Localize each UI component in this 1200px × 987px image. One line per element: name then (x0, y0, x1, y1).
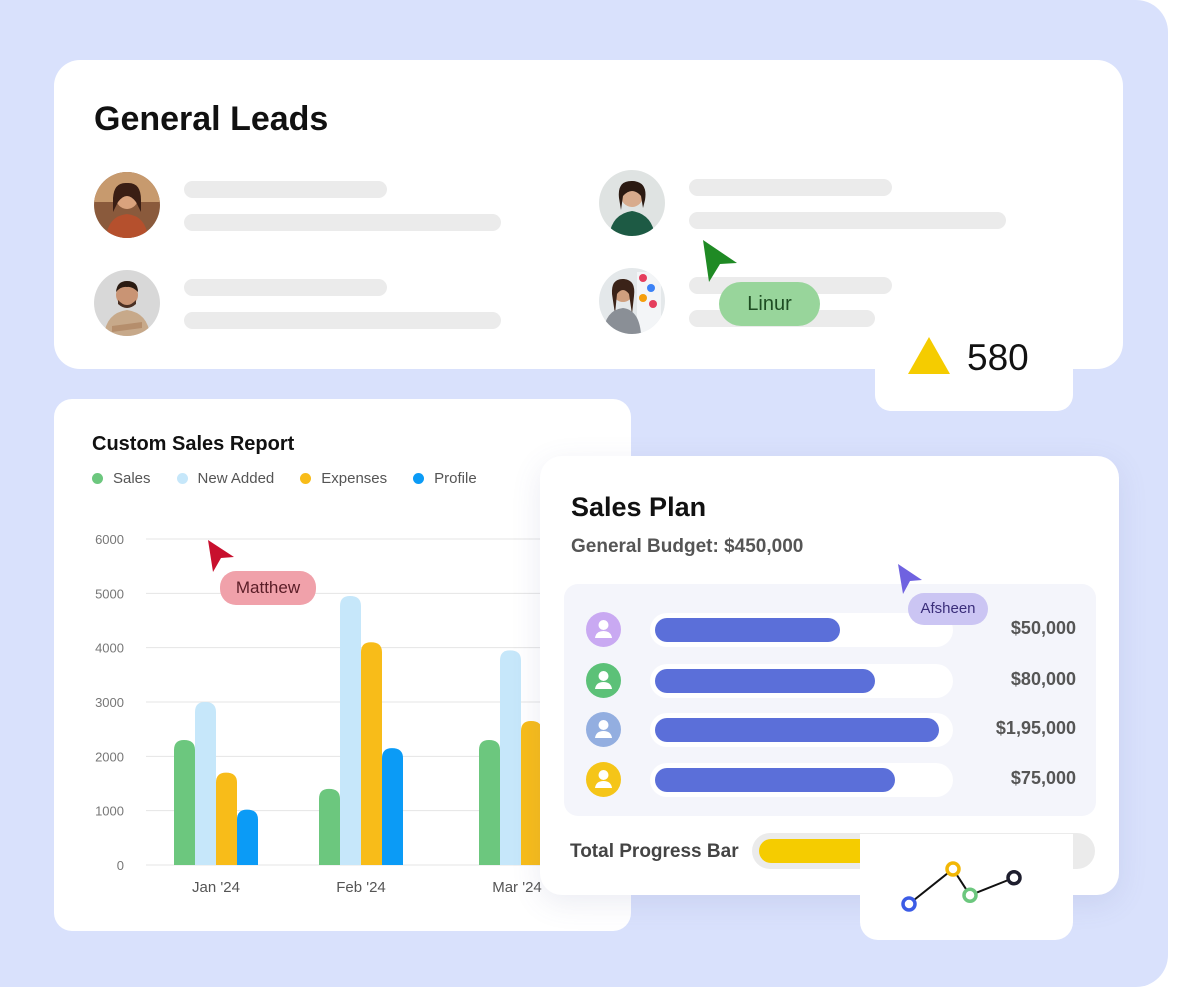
bar-new-added[interactable] (195, 702, 216, 865)
budget-list: $50,000 $80,000 $1,95,000 $75,000 (564, 584, 1096, 816)
stat-card: 580 (875, 323, 1073, 411)
cursor-pointer-icon (208, 540, 234, 572)
budget-row[interactable]: $80,000 (564, 661, 1096, 701)
lead-item[interactable] (94, 270, 514, 340)
user-icon (586, 762, 621, 797)
bar-expenses[interactable] (361, 642, 382, 865)
budget-progress-fill (655, 618, 840, 642)
legend-label: Expenses (321, 470, 388, 487)
mini-chart-line (908, 867, 1015, 905)
legend-item-sales[interactable]: Sales (92, 470, 151, 487)
lead-name-placeholder (184, 279, 387, 296)
legend-item-new-added[interactable]: New Added (176, 470, 275, 487)
budget-row[interactable]: $50,000 (564, 610, 1096, 650)
cursor-label-afsheen: Afsheen (908, 593, 988, 625)
general-leads-card: General Leads (54, 60, 1123, 369)
bar-new-added[interactable] (340, 596, 361, 865)
lead-name-placeholder (689, 179, 892, 196)
legend-item-expenses[interactable]: Expenses (300, 470, 387, 487)
lead-detail-placeholder (689, 212, 1006, 229)
bar-expenses[interactable] (216, 772, 237, 865)
general-leads-title: General Leads (94, 100, 329, 138)
bar-sales[interactable] (174, 740, 195, 865)
cursor-pointer-icon (898, 564, 922, 594)
legend-dot-icon (92, 473, 103, 484)
x-tick-label: Feb '24 (336, 879, 386, 896)
sales-plan-card: Sales Plan General Budget: $450,000 $50,… (540, 456, 1119, 895)
mini-chart-point (962, 887, 978, 903)
mini-chart-point (901, 896, 917, 912)
woman-avatar (94, 172, 160, 238)
budget-amount: $1,95,000 (995, 718, 1076, 738)
bar-profile[interactable] (382, 748, 403, 865)
x-tick-label: Mar '24 (492, 879, 542, 896)
background-canvas: General Leads (0, 0, 1168, 987)
lead-item[interactable] (599, 170, 1019, 240)
lead-item[interactable] (94, 172, 514, 242)
stat-value: 580 (967, 337, 1029, 378)
triangle-up-icon (908, 337, 950, 374)
legend-label: Profile (434, 470, 477, 487)
bar-profile[interactable] (237, 809, 258, 865)
budget-progress-track (650, 713, 953, 747)
bar-new-added[interactable] (500, 650, 521, 865)
y-tick-label: 6000 (95, 532, 124, 547)
sales-report-card: Custom Sales Report Sales New Added Expe… (54, 399, 631, 931)
user-icon (586, 712, 621, 747)
y-tick-label: 5000 (95, 586, 124, 601)
sales-report-title: Custom Sales Report (92, 433, 295, 455)
mini-line-chart (901, 861, 1022, 912)
cursor-pointer-icon (703, 240, 737, 282)
mini-chart-card (860, 834, 1073, 940)
y-tick-label: 1000 (95, 804, 124, 819)
bar-sales[interactable] (479, 740, 500, 865)
user-icon (586, 663, 621, 698)
y-tick-label: 4000 (95, 641, 124, 656)
budget-amount: $50,000 (1010, 618, 1076, 638)
general-budget: General Budget: $450,000 (571, 536, 804, 557)
mini-chart-point (1006, 870, 1022, 886)
y-tick-label: 3000 (95, 695, 124, 710)
budget-progress-track (650, 763, 953, 797)
cursor-label-matthew: Matthew (220, 571, 316, 605)
legend-dot-icon (413, 473, 425, 484)
legend-dot-icon (176, 473, 188, 484)
sales-plan-title: Sales Plan (571, 492, 707, 522)
cursor-label-linur: Linur (719, 282, 820, 326)
budget-progress-track (650, 664, 953, 698)
x-tick-label: Jan '24 (192, 879, 240, 896)
mini-chart-point (945, 861, 961, 877)
man-avatar (94, 270, 160, 336)
user-icon (586, 612, 621, 647)
budget-progress-fill (655, 669, 875, 693)
lead-name-placeholder (184, 181, 387, 198)
woman-avatar (599, 170, 665, 236)
bar-sales[interactable] (319, 788, 340, 865)
budget-row[interactable]: $75,000 (564, 760, 1096, 800)
legend-label: New Added (197, 470, 275, 487)
budget-amount: $75,000 (1010, 768, 1076, 788)
budget-progress-fill (655, 718, 939, 742)
legend-item-profile[interactable]: Profile (413, 470, 477, 487)
budget-progress-fill (655, 768, 895, 792)
budget-row[interactable]: $1,95,000 (564, 710, 1096, 750)
legend-dot-icon (300, 473, 312, 484)
chart-legend: Sales New Added Expenses Profile (92, 470, 477, 487)
lead-detail-placeholder (184, 312, 501, 329)
y-tick-label: 2000 (95, 749, 124, 764)
woman-avatar (599, 268, 665, 334)
bar-expenses[interactable] (521, 721, 542, 865)
legend-label: Sales (113, 470, 151, 487)
lead-detail-placeholder (184, 214, 501, 231)
total-progress-label: Total Progress Bar (570, 841, 739, 862)
y-tick-label: 0 (117, 858, 124, 873)
budget-amount: $80,000 (1010, 669, 1076, 689)
budget-progress-track (650, 613, 953, 647)
